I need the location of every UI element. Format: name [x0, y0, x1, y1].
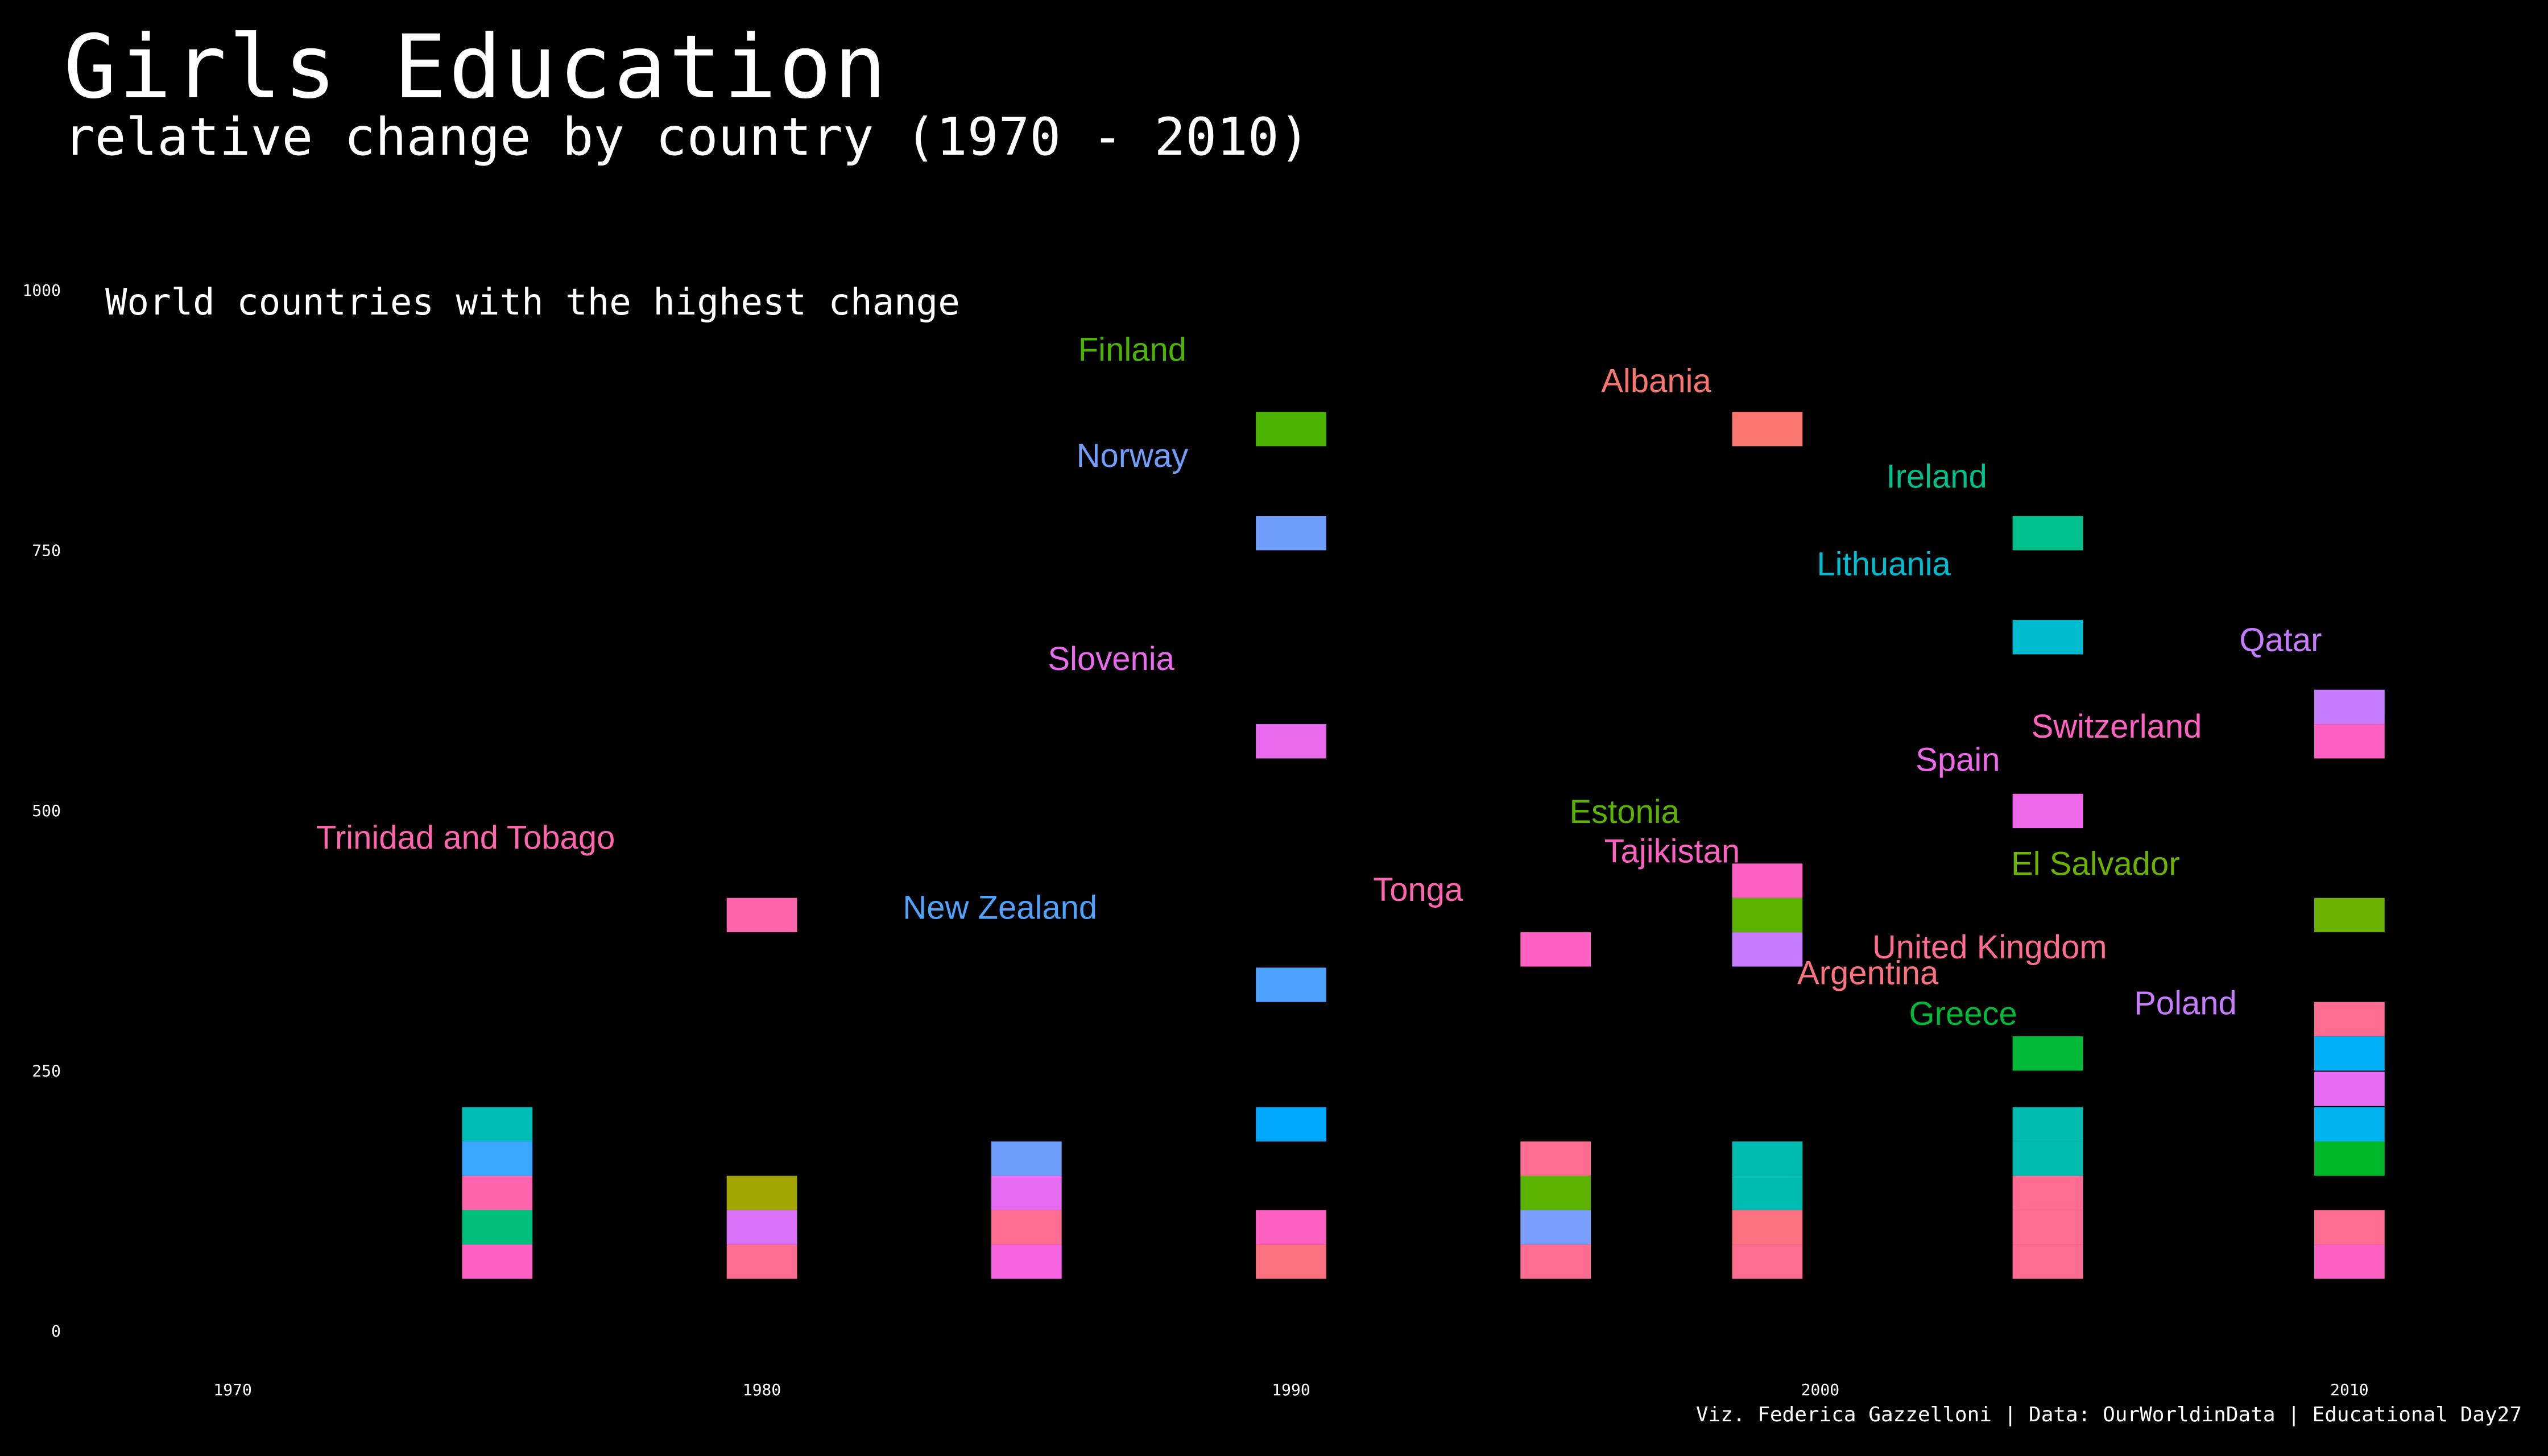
bar-tiles: [462, 412, 2385, 1279]
country-label: Qatar: [2239, 622, 2322, 659]
country-label: Trinidad and Tobago: [316, 820, 615, 857]
country-label: Greece: [1909, 995, 2017, 1032]
bar-tile: [726, 1244, 797, 1279]
country-labels: Finland Norway Slovenia Trinidad and Tobago…: [316, 331, 2322, 1032]
country-label: Tajikistan: [1604, 833, 1740, 870]
bar-tile: [1520, 1210, 1591, 1245]
bar-tile: [2314, 1002, 2385, 1037]
country-label: Switzerland: [2032, 708, 2202, 745]
country-label: Slovenia: [1048, 640, 1174, 677]
chart-subtitle: relative change by country (1970 - 2010): [64, 107, 1310, 167]
bar-tile: [1732, 1141, 1803, 1176]
country-label: El Salvador: [2011, 845, 2180, 882]
x-tick-label: 1990: [1272, 1380, 1310, 1399]
bar-tile: [2012, 516, 2083, 551]
bar-tile: [1256, 516, 1326, 551]
bar-tile: [1732, 1244, 1803, 1279]
country-label: Lithuania: [1817, 545, 1951, 582]
bar-tile: [2314, 724, 2385, 759]
bar-tile: [1732, 897, 1803, 933]
bar-tile: [1520, 1141, 1591, 1176]
bar-tile: [2314, 1244, 2385, 1279]
y-tick-label: 750: [32, 541, 61, 560]
bar-tile: [2012, 1036, 2083, 1071]
bar-tile: [2314, 1107, 2385, 1141]
country-label: Argentina: [1797, 955, 1939, 992]
chart-annotation: World countries with the highest change: [105, 282, 960, 324]
bar-tile: [2012, 1107, 2083, 1141]
bar-tile: [1732, 863, 1803, 898]
bar-tile: [1520, 1244, 1591, 1279]
bar-tile: [462, 1176, 533, 1210]
y-axis: 0 250 500 750 1000: [23, 281, 61, 1341]
bar-tile: [991, 1244, 1062, 1279]
bar-tile: [2314, 689, 2385, 725]
y-tick-label: 500: [32, 801, 61, 820]
bar-tile: [1732, 1210, 1803, 1245]
bar-tile: [1256, 1107, 1326, 1141]
bar-tile: [1256, 1210, 1326, 1245]
country-label: Spain: [1916, 741, 2000, 778]
bar-tile: [2314, 1036, 2385, 1071]
country-label: Finland: [1078, 331, 1186, 368]
source-caption: Viz. Federica Gazzelloni | Data: OurWorl…: [1695, 1403, 2522, 1426]
bar-tile: [2314, 897, 2385, 933]
chart-title: Girls Education: [64, 16, 889, 118]
bar-tile: [2012, 1176, 2083, 1210]
x-tick-label: 2010: [2330, 1380, 2368, 1399]
country-label: Poland: [2134, 985, 2237, 1022]
y-tick-label: 250: [32, 1062, 61, 1081]
y-tick-label: 1000: [23, 281, 61, 300]
bar-tile: [2012, 1210, 2083, 1245]
country-label: New Zealand: [903, 889, 1097, 926]
y-tick-label: 0: [51, 1322, 61, 1341]
bar-tile: [462, 1107, 533, 1141]
bar-tile: [2314, 1141, 2385, 1176]
bar-tile: [1520, 1176, 1591, 1210]
bar-tile: [726, 1176, 797, 1210]
x-tick-label: 2000: [1801, 1380, 1839, 1399]
bar-tile: [2012, 1141, 2083, 1176]
x-tick-label: 1980: [743, 1380, 781, 1399]
bar-tile: [1520, 932, 1591, 967]
bar-tile: [2012, 620, 2083, 655]
bar-tile: [2012, 793, 2083, 829]
bar-tile: [726, 1210, 797, 1245]
bar-tile: [462, 1244, 533, 1279]
bar-tile: [462, 1210, 533, 1245]
bar-tile: [1732, 1176, 1803, 1210]
bar-tile: [991, 1210, 1062, 1245]
bar-tile: [1256, 967, 1326, 1002]
bar-tile: [991, 1176, 1062, 1210]
x-tick-label: 1970: [213, 1380, 251, 1399]
bar-tile: [1256, 412, 1326, 446]
country-label: Albania: [1601, 362, 1711, 399]
bar-tile: [1256, 1244, 1326, 1279]
country-label: Estonia: [1569, 793, 1680, 830]
bar-tile: [2314, 1072, 2385, 1106]
x-axis: 1970 1980 1990 2000 2010: [213, 1380, 2368, 1399]
bar-tile: [2314, 1210, 2385, 1245]
country-label: Ireland: [1886, 458, 1987, 495]
bar-tile: [2012, 1244, 2083, 1279]
country-label: Tonga: [1373, 871, 1463, 908]
country-label: United Kingdom: [1872, 929, 2107, 966]
bar-tile: [726, 897, 797, 933]
country-label: Norway: [1077, 437, 1189, 474]
bar-tile: [1732, 932, 1803, 967]
bar-tile: [1256, 724, 1326, 759]
bar-tile: [991, 1141, 1062, 1176]
bar-tile: [462, 1141, 533, 1176]
bar-tile: [1732, 412, 1803, 446]
